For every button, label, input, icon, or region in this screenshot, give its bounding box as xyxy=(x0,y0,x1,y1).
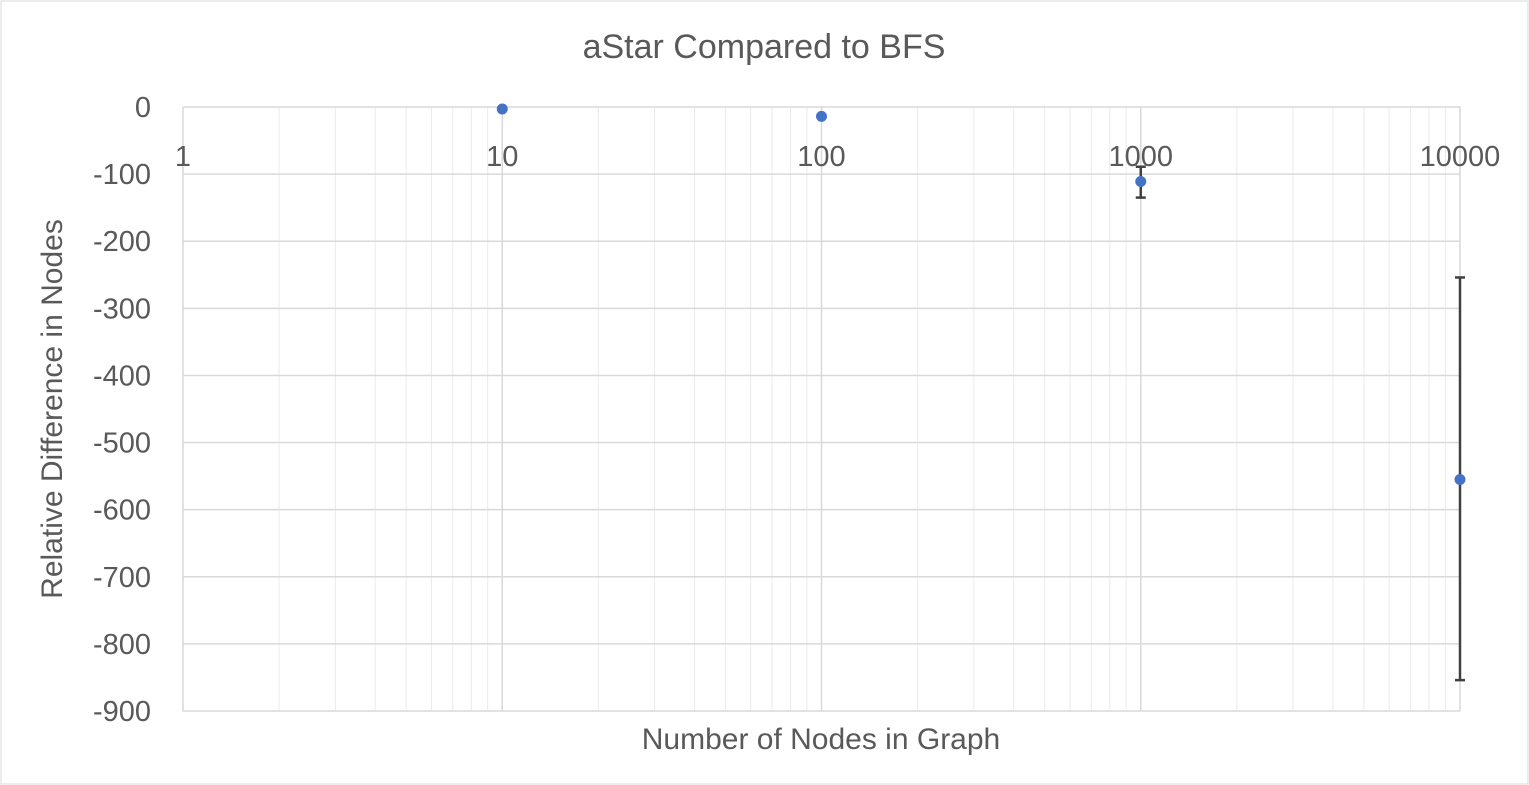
y-tick-label: -300 xyxy=(93,293,151,325)
data-point xyxy=(816,110,827,122)
y-tick-label: -900 xyxy=(93,696,151,728)
y-tick-label: -400 xyxy=(93,360,151,392)
x-tick-label: 100 xyxy=(797,141,845,173)
y-tick-label: -200 xyxy=(93,226,151,258)
y-tick-label: 0 xyxy=(135,92,151,124)
data-point xyxy=(1454,473,1466,485)
y-axis-title: Relative Difference in Nodes xyxy=(36,219,69,599)
x-tick-label: 10000 xyxy=(1420,141,1501,173)
y-tick-label: -500 xyxy=(93,428,151,460)
data-point xyxy=(496,103,508,115)
x-axis-title: Number of Nodes in Graph xyxy=(642,723,1001,756)
x-tick-label: 1 xyxy=(175,141,191,173)
y-tick-label: -600 xyxy=(93,495,151,527)
x-tick-labels: 1 10 100 1000 10000 xyxy=(175,141,1500,173)
y-tick-labels: 0 -100 -200 -300 -400 -500 -600 -700 -800 -900 xyxy=(93,92,151,728)
chart-title: aStar Compared to BFS xyxy=(583,28,946,66)
y-tick-label: -100 xyxy=(93,159,151,191)
y-tick-label: -800 xyxy=(93,629,151,661)
grid-layer xyxy=(182,106,1461,712)
y-tick-label: -700 xyxy=(93,562,151,594)
data-point xyxy=(1135,175,1147,187)
data-points xyxy=(496,103,1466,485)
x-tick-label: 10 xyxy=(486,141,518,173)
